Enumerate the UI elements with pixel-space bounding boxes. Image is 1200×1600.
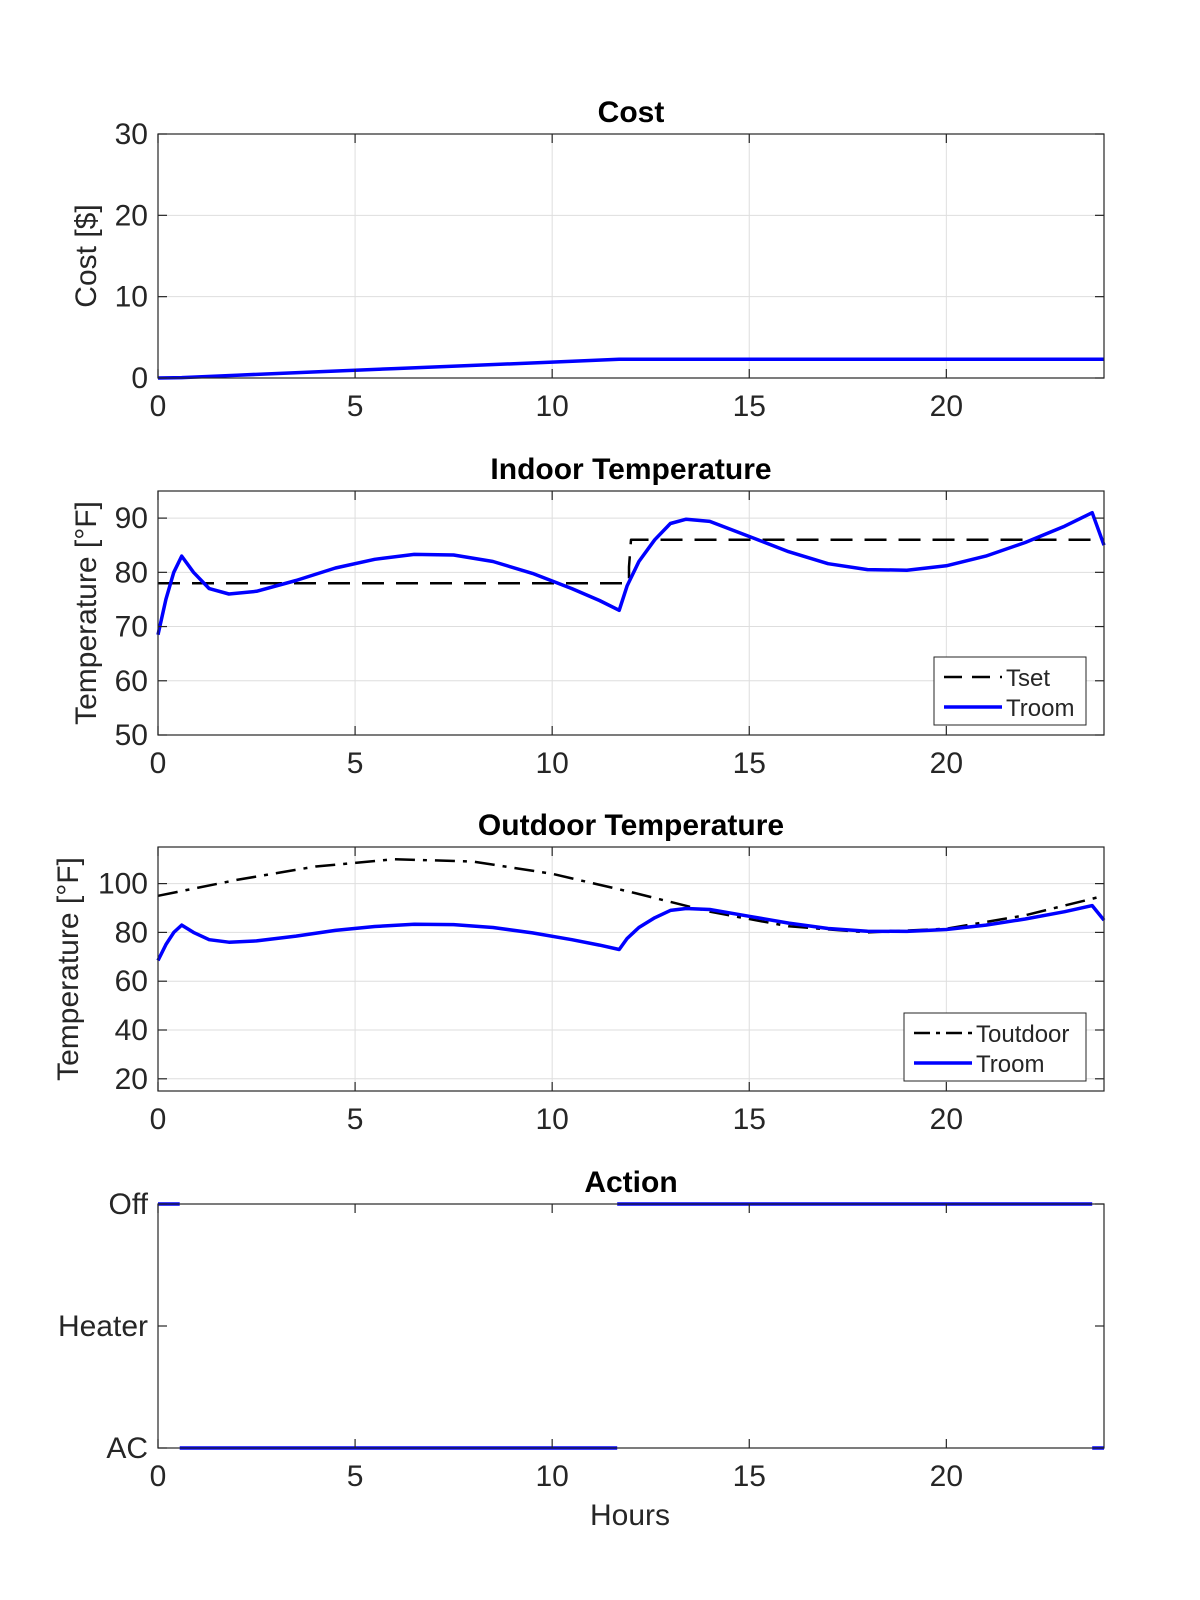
x-tick-label: 5 — [347, 390, 364, 423]
action-panel: 0 5 10 15 20 AC Heater Off Action — [58, 1166, 1105, 1493]
y-tick-label: 0 — [131, 362, 148, 395]
series-toutdoor-line — [157, 857, 1105, 934]
y-tick-label: Off — [109, 1188, 149, 1221]
y-tick-label: 80 — [115, 556, 148, 589]
y-tick-label: 20 — [115, 1063, 148, 1096]
x-tick-label: 15 — [733, 1460, 766, 1493]
y-tick-label: 60 — [115, 965, 148, 998]
y-tick-label: 30 — [115, 118, 148, 151]
y-tick-label: 60 — [115, 665, 148, 698]
y-tick-label: AC — [106, 1432, 148, 1465]
chart-title: Outdoor Temperature — [478, 809, 784, 842]
indoor-temperature-panel: 0 5 10 15 20 50 60 70 80 90 Indoor Temperature Temp… — [70, 453, 1106, 780]
axes-box — [157, 133, 1105, 379]
chart-title: Cost — [598, 96, 665, 129]
cost-panel: 0 5 10 15 20 0 10 20 30 Cost Cost [$] — [70, 96, 1105, 423]
axes-box — [157, 490, 1105, 736]
x-tick-label: 10 — [535, 1103, 568, 1136]
series-troom-line — [156, 903, 1106, 962]
legend: Toutdoor Troom — [903, 1012, 1087, 1082]
y-tick-label: Heater — [58, 1310, 148, 1343]
legend-box — [933, 656, 1087, 726]
y-axis-label: Temperature [°F] — [70, 501, 103, 725]
x-tick-label: 20 — [930, 747, 963, 780]
x-tick-label: 0 — [150, 1103, 167, 1136]
x-tick-label: 10 — [535, 390, 568, 423]
x-tick-label: 5 — [347, 1460, 364, 1493]
series-tset-line — [158, 538, 1104, 585]
x-axis-label: Hours — [590, 1499, 670, 1532]
legend-box — [903, 1012, 1087, 1082]
x-tick-label: 15 — [733, 390, 766, 423]
x-tick-label: 0 — [150, 390, 167, 423]
x-tick-label: 10 — [535, 1460, 568, 1493]
x-tick-label: 0 — [150, 1460, 167, 1493]
x-tick-label: 15 — [733, 747, 766, 780]
y-tick-label: 100 — [98, 868, 148, 901]
legend-label-tset: Tset — [1006, 665, 1050, 692]
x-tick-label: 5 — [347, 1103, 364, 1136]
x-tick-label: 5 — [347, 747, 364, 780]
y-tick-label: 90 — [115, 502, 148, 535]
y-tick-label: 80 — [115, 916, 148, 949]
y-axis-label: Temperature [°F] — [52, 857, 85, 1081]
y-tick-label: 70 — [115, 611, 148, 644]
y-tick-label: 10 — [115, 281, 148, 314]
y-tick-label: 50 — [115, 719, 148, 752]
series-troom-line — [156, 510, 1106, 636]
x-tick-label: 15 — [733, 1103, 766, 1136]
x-tick-label: 10 — [535, 747, 568, 780]
x-tick-label: 20 — [930, 1103, 963, 1136]
chart-title: Action — [584, 1166, 677, 1199]
x-tick-label: 20 — [930, 1460, 963, 1493]
x-tick-label: 0 — [150, 747, 167, 780]
legend-label-troom: Troom — [976, 1051, 1044, 1078]
y-axis-label: Cost [$] — [70, 204, 103, 307]
legend-label-toutdoor: Toutdoor — [976, 1021, 1069, 1048]
y-tick-label: 20 — [115, 199, 148, 232]
outdoor-temperature-panel: 0 5 10 15 20 20 40 60 80 100 Outdoor Temperature Te… — [52, 809, 1106, 1136]
axes-box — [157, 1203, 1105, 1449]
series-0-line — [157, 357, 1104, 380]
axes-box — [157, 846, 1105, 1092]
chart-title: Indoor Temperature — [490, 453, 771, 486]
legend-label-troom: Troom — [1006, 695, 1074, 722]
x-tick-label: 20 — [930, 390, 963, 423]
y-tick-label: 40 — [115, 1014, 148, 1047]
legend: Tset Troom — [933, 656, 1087, 726]
